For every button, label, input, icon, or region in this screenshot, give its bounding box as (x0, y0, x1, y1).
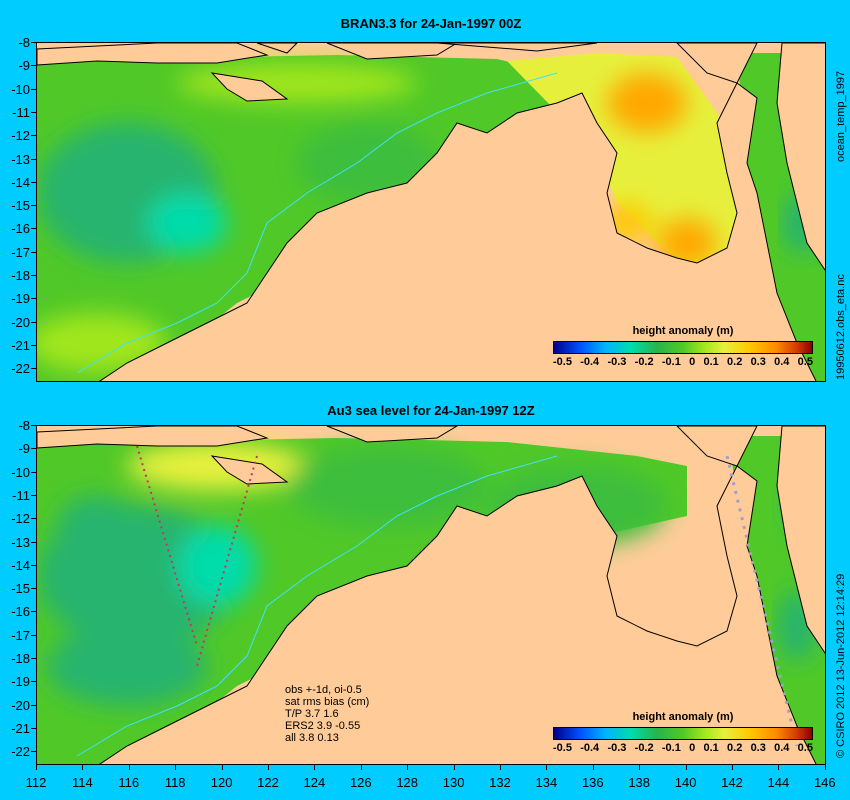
y-tick-label: -12 (4, 129, 36, 142)
y-tick-label: -12 (4, 512, 36, 525)
stats-line: sat rms bias (cm) (285, 696, 370, 708)
y-tick-label: -20 (4, 699, 36, 712)
colorbar-label: -0.5 (553, 356, 572, 368)
top-map-panel (36, 42, 826, 382)
colorbar-label: -0.3 (607, 742, 627, 754)
y-tick-label: -13 (4, 536, 36, 549)
y-tick-label: -15 (4, 582, 36, 595)
y-tick-label: -9 (4, 59, 36, 72)
y-tick-label: -10 (4, 83, 36, 96)
side-label-ocean-temp: ocean_temp_1997 (835, 70, 847, 162)
y-tick-label: -16 (4, 222, 36, 235)
bottom-colorbar: height anomaly (m) -0.5 -0.4 -0.3 -0.2 -… (553, 711, 813, 754)
colorbar-label: 0.3 (750, 742, 766, 754)
x-tick-label: 122 (253, 765, 283, 790)
side-label-copyright: © CSIRO 2012 13-Jun-2012 12:14:29 (835, 573, 847, 758)
x-tick-label: 136 (578, 765, 608, 790)
colorbar-labels: -0.5 -0.4 -0.3 -0.2 -0.1 0 0.1 0.2 0.3 0… (553, 740, 813, 754)
colorbar-label: 0 (689, 742, 696, 754)
colorbar-label: -0.2 (634, 356, 654, 368)
stats-line: T/P 3.7 1.6 (285, 708, 339, 720)
colorbar-title: height anomaly (m) (632, 325, 734, 337)
colorbar-labels: -0.5 -0.4 -0.3 -0.2 -0.1 0 0.1 0.2 0.3 0… (553, 354, 813, 368)
side-label-obs-file: 19950612.obs_eta.nc (835, 274, 847, 380)
y-tick-label: -11 (4, 489, 36, 502)
x-tick-label: 134 (531, 765, 561, 790)
y-tick-label: -9 (4, 442, 36, 455)
colorbar-label: 0 (689, 356, 696, 368)
y-tick-label: -18 (4, 652, 36, 665)
y-tick-label: -19 (4, 292, 36, 305)
x-tick-label: 126 (346, 765, 376, 790)
bottom-map-field (37, 426, 825, 764)
colorbar-title: height anomaly (m) (632, 711, 734, 723)
y-tick-label: -14 (4, 176, 36, 189)
x-tick-label: 140 (671, 765, 701, 790)
colorbar-label: 0.4 (774, 356, 790, 368)
colorbar-gradient (553, 341, 813, 354)
top-map-field (37, 43, 825, 381)
colorbar-label: -0.2 (634, 742, 654, 754)
x-tick-label: 124 (299, 765, 329, 790)
y-tick-label: -18 (4, 269, 36, 282)
x-tick-label: 112 (21, 765, 51, 790)
y-tick-label: -21 (4, 722, 36, 735)
stats-line: ERS2 3.9 -0.55 (285, 720, 361, 732)
bottom-map-panel (36, 425, 826, 765)
y-tick-label: -8 (4, 36, 36, 49)
x-tick-label: 146 (810, 765, 840, 790)
x-tick-label: 128 (392, 765, 422, 790)
bottom-panel-title: Au3 sea level for 24-Jan-1997 12Z (327, 403, 535, 418)
y-tick-label: -10 (4, 466, 36, 479)
colorbar-label: 0.1 (703, 356, 719, 368)
y-tick-label: -14 (4, 559, 36, 572)
colorbar-label: -0.1 (661, 742, 681, 754)
colorbar-label: -0.4 (580, 356, 600, 368)
y-tick-label: -8 (4, 419, 36, 432)
colorbar-label: 0.5 (797, 356, 813, 368)
y-tick-label: -21 (4, 339, 36, 352)
x-tick-label: 144 (763, 765, 793, 790)
colorbar-label: -0.1 (661, 356, 681, 368)
colorbar-label: 0.3 (750, 356, 766, 368)
x-tick-label: 120 (207, 765, 237, 790)
y-tick-label: -17 (4, 629, 36, 642)
colorbar-label: -0.3 (607, 356, 627, 368)
stats-line: all 3.8 0.13 (285, 732, 339, 744)
colorbar-label: 0.2 (727, 742, 743, 754)
y-tick-label: -19 (4, 675, 36, 688)
y-tick-label: -22 (4, 745, 36, 758)
y-tick-label: -20 (4, 316, 36, 329)
colorbar-label: -0.4 (580, 742, 600, 754)
colorbar-label: 0.1 (703, 742, 719, 754)
y-tick-label: -11 (4, 106, 36, 119)
stats-line: obs +-1d, oi-0.5 (285, 684, 362, 696)
colorbar-label: 0.5 (797, 742, 813, 754)
x-tick-label: 142 (717, 765, 747, 790)
colorbar-label: 0.4 (774, 742, 790, 754)
x-tick-label: 118 (160, 765, 190, 790)
colorbar-label: 0.2 (727, 356, 743, 368)
top-colorbar: height anomaly (m) -0.5 -0.4 -0.3 -0.2 -… (553, 325, 813, 368)
x-tick-label: 130 (439, 765, 469, 790)
y-tick-label: -16 (4, 605, 36, 618)
x-tick-label: 138 (624, 765, 654, 790)
colorbar-label: -0.5 (553, 742, 572, 754)
top-panel-title: BRAN3.3 for 24-Jan-1997 00Z (340, 16, 522, 31)
y-tick-label: -13 (4, 153, 36, 166)
x-tick-label: 116 (114, 765, 144, 790)
x-tick-label: 114 (67, 765, 97, 790)
y-tick-label: -17 (4, 246, 36, 259)
x-tick-label: 132 (485, 765, 515, 790)
colorbar-gradient (553, 727, 813, 740)
obs-stats-block: obs +-1d, oi-0.5 sat rms bias (cm) T/P 3… (285, 684, 369, 744)
y-tick-label: -22 (4, 362, 36, 375)
y-tick-label: -15 (4, 199, 36, 212)
